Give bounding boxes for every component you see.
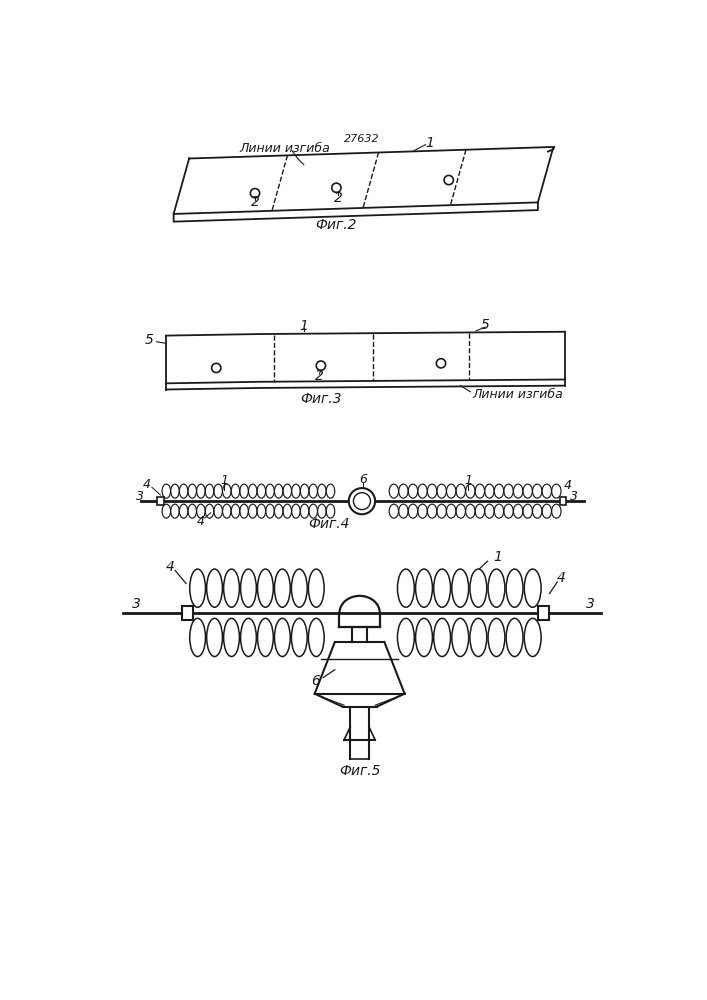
Text: Линии изгиба: Линии изгиба [240,142,330,155]
Text: 5: 5 [481,318,490,332]
Ellipse shape [257,618,274,657]
Ellipse shape [506,618,523,657]
Text: 3: 3 [586,597,595,611]
Ellipse shape [506,569,523,607]
Text: 2: 2 [315,369,324,383]
Text: 1: 1 [220,474,228,487]
Text: 4: 4 [563,479,571,492]
Ellipse shape [223,569,240,607]
Ellipse shape [291,569,308,607]
Ellipse shape [206,618,223,657]
Text: 3: 3 [136,490,144,503]
Text: Фиг.4: Фиг.4 [308,517,349,531]
Ellipse shape [470,569,486,607]
Ellipse shape [416,618,433,657]
Text: Фиг.3: Фиг.3 [300,392,341,406]
Text: 1: 1 [464,474,472,487]
Bar [158,497,163,505]
Text: 3: 3 [570,490,578,503]
Ellipse shape [433,618,450,657]
Ellipse shape [240,618,257,657]
Ellipse shape [223,618,240,657]
Bar [182,606,193,620]
Ellipse shape [488,618,505,657]
Text: Фиг.5: Фиг.5 [339,764,380,778]
Text: 4: 4 [165,560,174,574]
Circle shape [349,488,375,514]
Ellipse shape [308,569,324,607]
Text: 4: 4 [197,515,205,528]
Ellipse shape [274,618,291,657]
Ellipse shape [397,569,414,607]
Text: 4: 4 [143,478,151,491]
Ellipse shape [308,618,324,657]
Text: Линии изгиба: Линии изгиба [472,388,563,401]
Text: 1: 1 [299,319,308,333]
Ellipse shape [189,569,206,607]
Ellipse shape [257,569,274,607]
Text: 1: 1 [493,550,502,564]
Text: Фиг.2: Фиг.2 [315,218,357,232]
Text: 4: 4 [556,571,566,585]
Bar [559,497,566,505]
Ellipse shape [470,618,486,657]
Text: 6: 6 [311,674,320,688]
Text: 5: 5 [144,333,153,347]
Ellipse shape [488,569,505,607]
Ellipse shape [525,618,541,657]
Ellipse shape [433,569,450,607]
Text: 3: 3 [132,597,141,611]
Text: 27632: 27632 [344,134,380,144]
Ellipse shape [189,618,206,657]
Bar [538,606,549,620]
Ellipse shape [206,569,223,607]
Ellipse shape [525,569,541,607]
Text: 6: 6 [358,473,367,486]
Ellipse shape [452,569,469,607]
Ellipse shape [274,569,291,607]
Ellipse shape [452,618,469,657]
Ellipse shape [416,569,433,607]
Text: 2: 2 [250,195,259,209]
Ellipse shape [397,618,414,657]
Text: 2: 2 [334,191,342,205]
Ellipse shape [240,569,257,607]
Ellipse shape [291,618,308,657]
Text: 1: 1 [425,136,434,150]
